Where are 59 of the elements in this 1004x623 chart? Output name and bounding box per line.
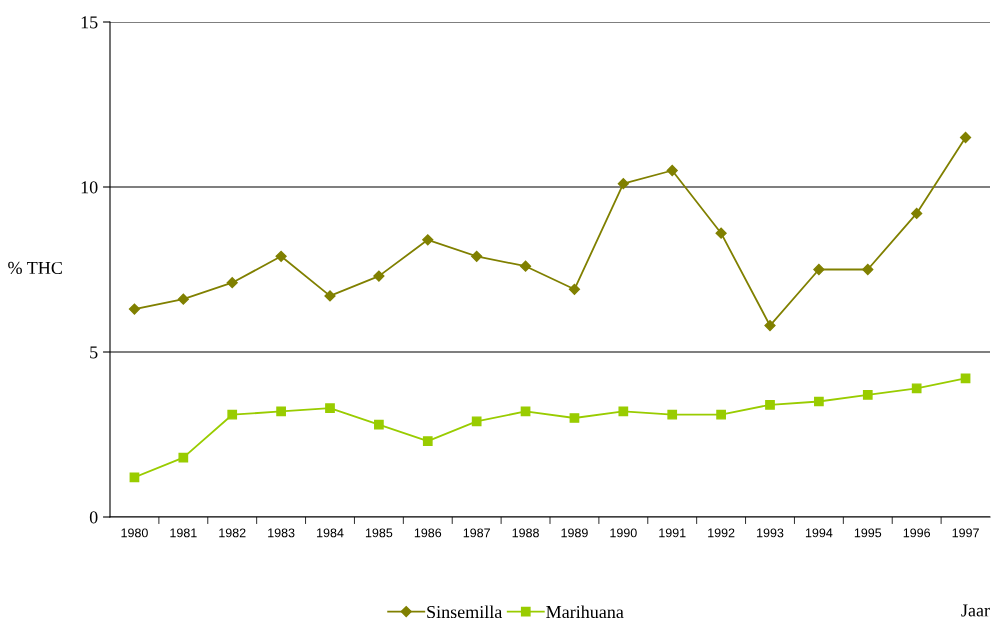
point [862, 263, 874, 276]
x-tick-label: 1980 [121, 528, 148, 538]
point [471, 416, 482, 427]
point [324, 290, 336, 302]
x-tick-label: 1983 [268, 528, 295, 538]
point [911, 383, 922, 394]
point [178, 452, 189, 463]
point [911, 207, 923, 220]
point [325, 403, 335, 413]
point [275, 250, 287, 262]
point [814, 396, 824, 407]
point [422, 436, 433, 446]
point [276, 406, 286, 417]
point [226, 277, 238, 289]
x-tick-label: 1982 [219, 528, 246, 538]
point [666, 164, 678, 177]
point [715, 227, 727, 239]
x-tick-label: 1995 [854, 528, 882, 538]
y-tick-label: 5 [90, 346, 98, 359]
point [569, 413, 580, 423]
legend-label: Marihuana [546, 605, 624, 619]
x-tick-label: 1989 [561, 528, 588, 538]
x-tick-label: 1994 [805, 528, 833, 538]
point [959, 131, 972, 144]
y-axis-title: % THC [8, 261, 62, 275]
x-axis-title: Jaar [961, 604, 990, 617]
x-tick-label: 1992 [708, 528, 735, 538]
point [813, 263, 825, 276]
point [128, 303, 141, 315]
point [177, 293, 189, 305]
x-tick-label: 1993 [757, 528, 784, 538]
point [618, 406, 629, 417]
point [764, 319, 776, 332]
point [374, 419, 384, 430]
x-tick-label: 1987 [463, 528, 490, 538]
x-tick-label: 1985 [365, 528, 393, 538]
x-tick-label: 1990 [610, 528, 637, 538]
point [765, 399, 775, 410]
y-tick-label: 10 [81, 181, 98, 194]
legend-label: Sinsemilla [427, 605, 503, 619]
x-tick-label: 1984 [317, 528, 344, 538]
point [667, 409, 678, 420]
point [617, 178, 629, 190]
y-tick-label: 15 [81, 16, 98, 29]
x-tick-label: 1991 [659, 528, 686, 538]
point [227, 409, 238, 420]
point [471, 250, 483, 262]
point [716, 409, 726, 420]
x-tick-label: 1986 [414, 528, 442, 538]
point [862, 390, 873, 400]
point [373, 270, 385, 282]
point [519, 260, 532, 272]
x-tick-label: 1996 [903, 528, 931, 538]
x-tick-label: 1997 [952, 528, 979, 538]
x-tick-label: 1988 [512, 528, 539, 538]
point [568, 283, 581, 295]
x-tick-label: 1981 [170, 528, 197, 538]
point [422, 234, 434, 246]
y-tick-label: 0 [89, 511, 98, 524]
